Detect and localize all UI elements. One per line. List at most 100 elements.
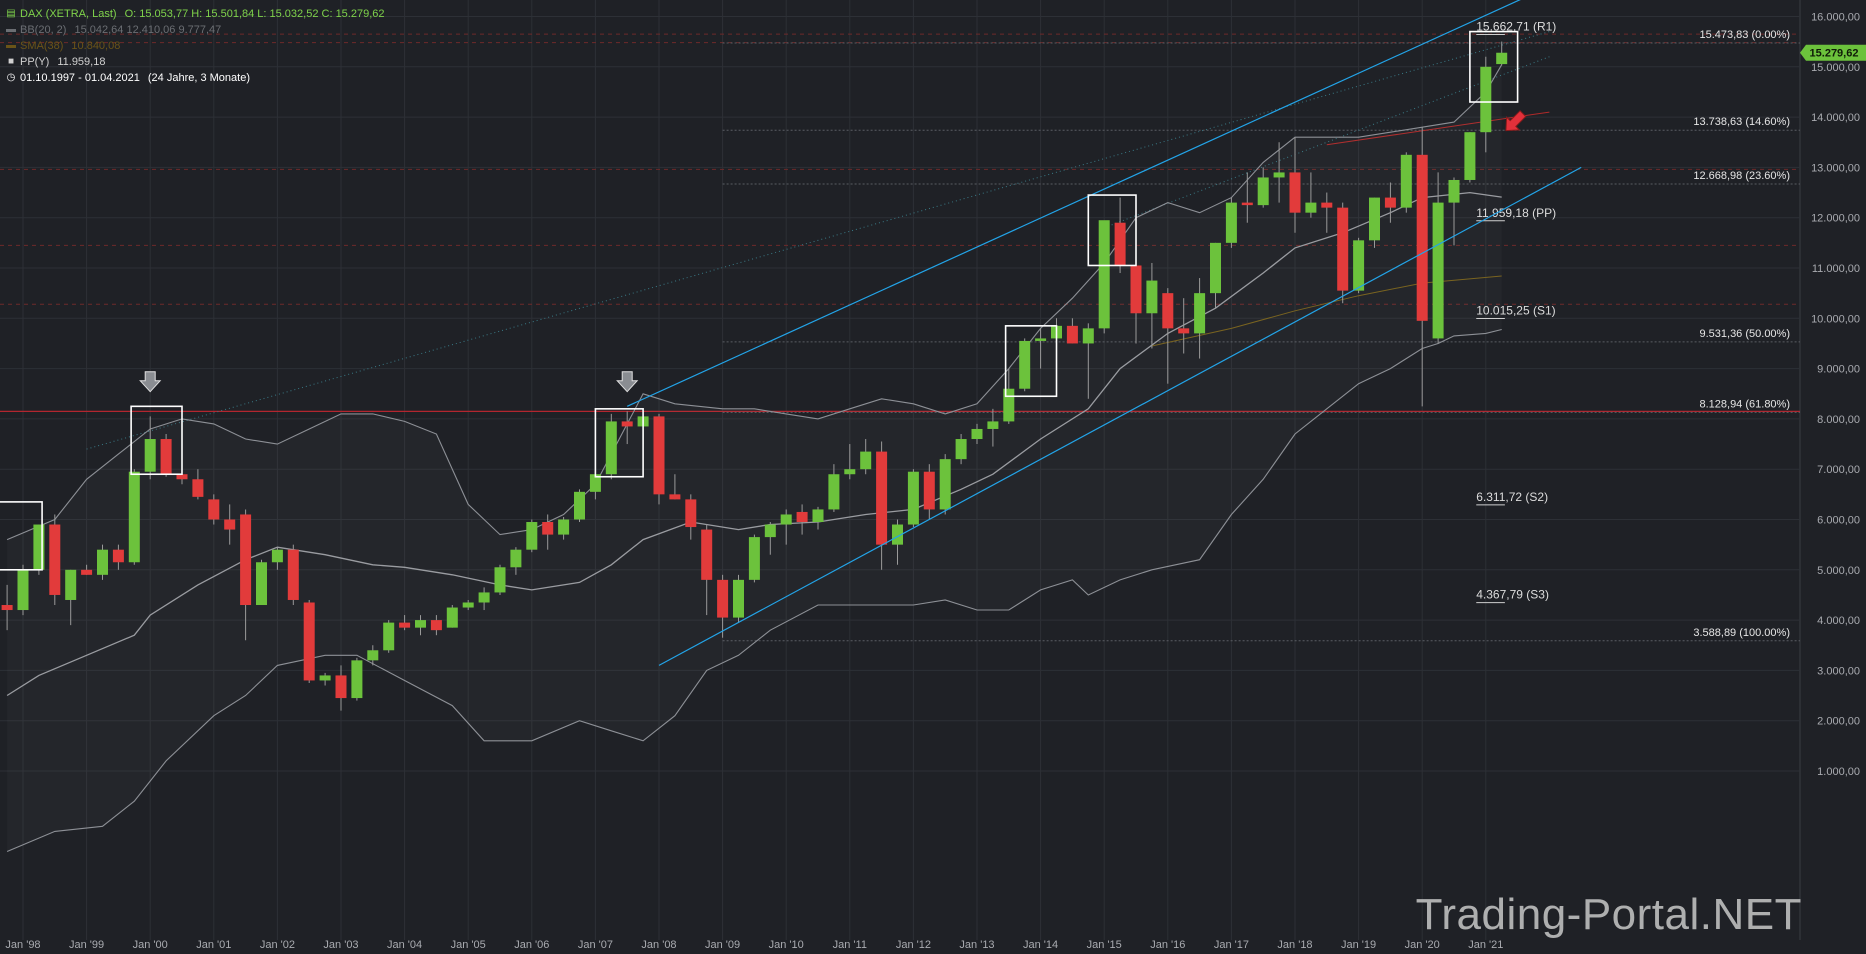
candle[interactable] [1019,338,1031,392]
candle[interactable] [1384,182,1396,223]
candle[interactable] [1210,242,1221,309]
candle[interactable] [892,519,903,565]
candle[interactable] [526,519,538,553]
candle[interactable] [939,454,951,515]
candle[interactable] [1400,152,1412,213]
candle[interactable] [335,665,347,711]
current-price-tag[interactable] [1800,44,1866,61]
candle[interactable] [574,489,585,523]
candle[interactable] [65,569,77,626]
candle[interactable] [478,587,490,611]
candle[interactable] [1241,172,1253,223]
candle[interactable] [415,615,426,636]
candle[interactable] [733,574,744,623]
candle[interactable] [1257,167,1269,208]
candle[interactable] [1416,127,1428,407]
candle[interactable] [494,564,506,595]
candle[interactable] [128,469,140,565]
candle[interactable] [303,599,315,683]
candle[interactable] [923,464,935,520]
candle[interactable] [542,514,554,550]
legend-pp-row[interactable]: ■ PP(Y) 11.959,18 [6,54,385,70]
candle[interactable] [860,439,872,475]
candle[interactable] [49,514,61,606]
candle[interactable] [208,494,220,525]
candle[interactable] [1448,177,1460,246]
price-axis[interactable]: 1.000,00 2.000,00 3.000,00 4.000,00 5.000,00… [1800,12,1866,779]
candle[interactable] [605,413,617,480]
candle[interactable] [558,516,570,540]
candle-body [33,524,45,570]
candle[interactable] [1035,328,1047,369]
candle[interactable] [81,564,93,575]
candle[interactable] [192,469,204,500]
candle[interactable] [1225,197,1237,248]
candle[interactable] [287,544,299,606]
candle[interactable] [1496,41,1508,66]
candle[interactable] [764,522,776,555]
candle[interactable] [33,524,45,575]
candle[interactable] [1,584,13,631]
candle[interactable] [955,433,967,465]
candle[interactable] [1480,56,1492,153]
candle[interactable] [1337,202,1349,304]
candle[interactable] [907,469,919,528]
candle[interactable] [621,411,633,445]
candle[interactable] [1114,197,1126,274]
candle[interactable] [319,672,331,686]
candlesticks[interactable] [1,41,1508,711]
candle-body [526,522,538,550]
candle[interactable] [1289,137,1301,233]
candle[interactable] [510,547,522,575]
candle[interactable] [1098,220,1110,334]
candle[interactable] [701,524,713,616]
candle[interactable] [876,441,888,570]
candle[interactable] [367,645,379,666]
candle[interactable] [97,544,108,580]
candle[interactable] [653,413,665,505]
candle[interactable] [17,564,29,616]
candle[interactable] [1321,192,1333,233]
candle[interactable] [717,574,729,638]
candle[interactable] [796,504,808,535]
candle[interactable] [462,599,474,611]
candle[interactable] [1369,197,1380,248]
time-axis[interactable]: Jan '98 Jan '99 Jan '00 Jan '01 Jan '02 Jan '… [5,939,1503,951]
candle[interactable] [1273,142,1285,203]
candle[interactable] [971,423,983,445]
candle[interactable] [685,494,697,540]
candle[interactable] [812,506,824,530]
candle[interactable] [399,615,411,631]
legend-bb-row[interactable]: ▬ BB(20, 2) 15.042,64 12.410,06 9.777,47 [6,22,385,38]
candle-body [128,471,140,563]
candle[interactable] [112,544,124,570]
candle[interactable] [1194,278,1206,359]
candle[interactable] [844,444,856,480]
candle[interactable] [1432,172,1444,344]
candle[interactable] [780,509,792,545]
candle[interactable] [748,534,760,583]
candle[interactable] [1353,237,1365,294]
candle[interactable] [144,416,156,480]
candle[interactable] [1146,262,1158,349]
candle[interactable] [828,464,840,512]
candle[interactable] [1082,323,1094,399]
candle[interactable] [1305,172,1317,218]
candle[interactable] [240,509,252,641]
candle[interactable] [351,657,363,701]
legend-sma-row[interactable]: ▬ SMA(38) 10.840,08 [6,38,385,54]
candle[interactable] [1464,132,1476,183]
candle[interactable] [430,615,442,636]
candle[interactable] [224,504,236,545]
candle[interactable] [256,559,267,606]
candle[interactable] [271,547,283,570]
candle[interactable] [1162,288,1174,384]
candle[interactable] [383,620,395,653]
candle[interactable] [160,433,172,477]
candle[interactable] [987,408,999,447]
candle[interactable] [669,474,681,500]
candle[interactable] [1178,298,1190,354]
candle[interactable] [446,605,458,628]
candle[interactable] [1066,318,1078,344]
